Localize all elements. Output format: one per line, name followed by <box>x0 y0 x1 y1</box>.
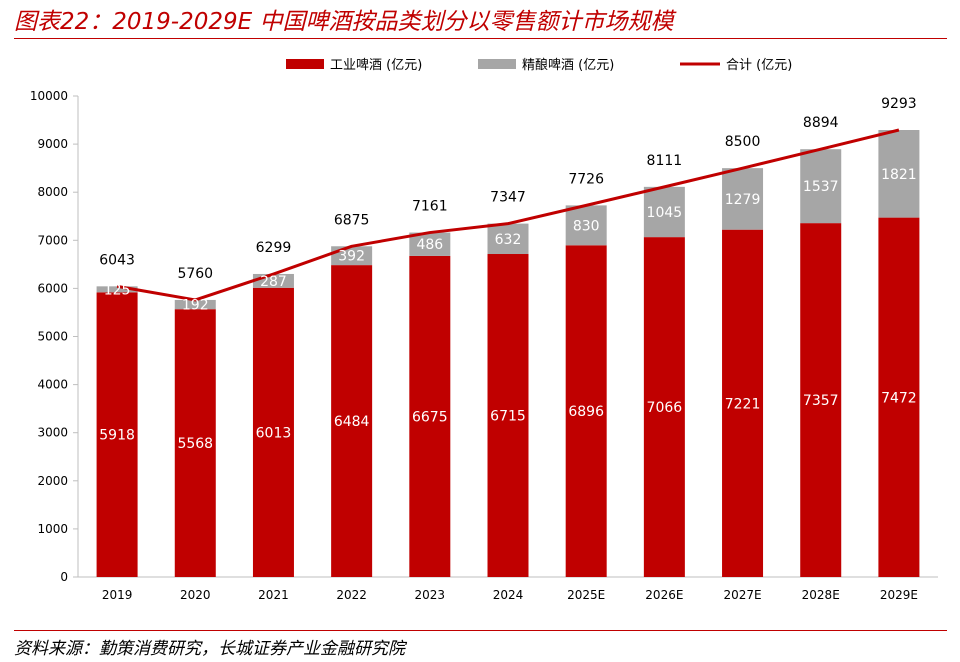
total-value-label: 7726 <box>568 171 604 187</box>
y-tick-label: 5000 <box>37 330 68 344</box>
craft-value-label: 125 <box>104 282 131 298</box>
bar-craft-beer <box>409 232 451 256</box>
bar-craft-beer <box>643 186 685 238</box>
craft-value-label: 392 <box>338 249 365 265</box>
bar-industrial-beer <box>409 255 451 577</box>
total-value-label: 8111 <box>647 153 683 169</box>
bar-craft-beer <box>722 168 764 230</box>
bar-industrial-beer <box>643 237 685 577</box>
industrial-value-label: 6715 <box>490 409 526 425</box>
x-tick-label: 2019 <box>102 588 133 602</box>
bar-industrial-beer <box>96 292 138 577</box>
data-labels: 5918 125 6043 5568 192 5760 6013 287 6299 6484 392… <box>99 96 916 452</box>
y-tick-label: 10000 <box>30 89 68 103</box>
bar-industrial-beer <box>722 229 764 577</box>
y-tick-label: 1000 <box>37 522 68 536</box>
bar-industrial-beer <box>878 217 920 577</box>
y-tick-label: 6000 <box>37 281 68 295</box>
x-axis: 2019 2020 2021 2022 2023 2024 2025E 2026E 2027E 2… <box>78 576 938 602</box>
craft-value-label: 1045 <box>647 205 683 221</box>
bar-craft-beer <box>174 299 216 310</box>
bar-industrial-beer <box>331 265 373 577</box>
industrial-value-label: 6896 <box>568 404 604 420</box>
craft-value-label: 1279 <box>725 192 761 208</box>
industrial-value-label: 7357 <box>803 393 839 409</box>
total-line <box>116 128 900 302</box>
industrial-value-label: 6484 <box>334 414 370 430</box>
x-tick-label: 2025E <box>567 588 605 602</box>
bar-series <box>96 130 920 578</box>
industrial-value-label: 7221 <box>725 396 761 412</box>
title-rule <box>14 38 947 39</box>
x-tick-label: 2028E <box>802 588 840 602</box>
craft-value-label: 1537 <box>803 179 839 195</box>
bar-craft-beer <box>487 223 529 255</box>
x-tick-label: 2027E <box>723 588 761 602</box>
x-tick-label: 2020 <box>180 588 211 602</box>
y-tick-label: 4000 <box>37 378 68 392</box>
y-tick-label: 3000 <box>37 426 68 440</box>
x-tick-label: 2029E <box>880 588 918 602</box>
craft-value-label: 287 <box>260 274 287 290</box>
bar-craft-beer <box>800 149 842 224</box>
industrial-value-label: 7066 <box>647 400 683 416</box>
x-tick-label: 2021 <box>258 588 289 602</box>
total-value-label: 5760 <box>177 266 213 282</box>
legend-label: 合计 (亿元) <box>726 58 792 73</box>
y-tick-label: 2000 <box>37 474 68 488</box>
bar-industrial-beer <box>174 309 216 577</box>
y-tick-label: 7000 <box>37 233 68 247</box>
source-note: 资料来源：勤策消费研究，长城证券产业金融研究院 <box>14 639 405 659</box>
industrial-value-label: 6013 <box>256 425 292 441</box>
bar-craft-beer <box>878 130 920 218</box>
total-value-label: 7347 <box>490 190 526 206</box>
y-axis: 0 1000 2000 3000 4000 5000 6000 7000 8000 9000 100… <box>30 89 79 584</box>
industrial-value-label: 5568 <box>177 436 213 452</box>
total-value-label: 6875 <box>334 212 370 228</box>
legend-bar-swatch <box>286 59 324 69</box>
industrial-value-label: 6675 <box>412 409 448 425</box>
bar-craft-beer <box>565 205 607 246</box>
legend-bar-swatch <box>478 59 516 69</box>
legend-label: 工业啤酒 (亿元) <box>330 58 422 73</box>
craft-value-label: 632 <box>495 232 522 248</box>
craft-value-label: 192 <box>182 298 209 314</box>
legend-label: 精酿啤酒 (亿元) <box>522 57 614 73</box>
bar-industrial-beer <box>565 245 607 577</box>
y-tick-label: 9000 <box>37 137 68 151</box>
x-tick-label: 2026E <box>645 588 683 602</box>
x-tick-label: 2022 <box>336 588 367 602</box>
y-tick-label: 8000 <box>37 185 68 199</box>
chart-legend: 工业啤酒 (亿元) 精酿啤酒 (亿元) 合计 (亿元) <box>286 57 792 73</box>
total-value-label: 6043 <box>99 252 135 268</box>
stacked-bar-chart: 工业啤酒 (亿元) 精酿啤酒 (亿元) 合计 (亿元) 0 1000 2000 3000 4… <box>30 57 938 602</box>
craft-value-label: 486 <box>416 237 443 253</box>
y-tick-label: 0 <box>60 570 68 584</box>
bar-craft-beer <box>96 286 138 293</box>
bar-industrial-beer <box>800 223 842 577</box>
bar-industrial-beer <box>252 287 294 577</box>
craft-value-label: 830 <box>573 218 600 234</box>
total-line-series <box>116 128 900 302</box>
total-value-label: 8500 <box>725 134 761 150</box>
bar-industrial-beer <box>487 254 529 578</box>
x-tick-label: 2024 <box>493 588 524 602</box>
source-rule <box>14 630 947 631</box>
craft-value-label: 1821 <box>881 167 917 183</box>
industrial-value-label: 5918 <box>99 428 135 444</box>
x-tick-label: 2023 <box>415 588 446 602</box>
industrial-value-label: 7472 <box>881 390 917 406</box>
total-value-label: 7161 <box>412 199 448 215</box>
total-value-label: 6299 <box>256 240 292 256</box>
total-value-label: 9293 <box>881 96 917 112</box>
figure-title: 图表22：2019-2029E 中国啤酒按品类划分以零售额计市场规模 <box>14 9 674 35</box>
total-value-label: 8894 <box>803 115 839 131</box>
